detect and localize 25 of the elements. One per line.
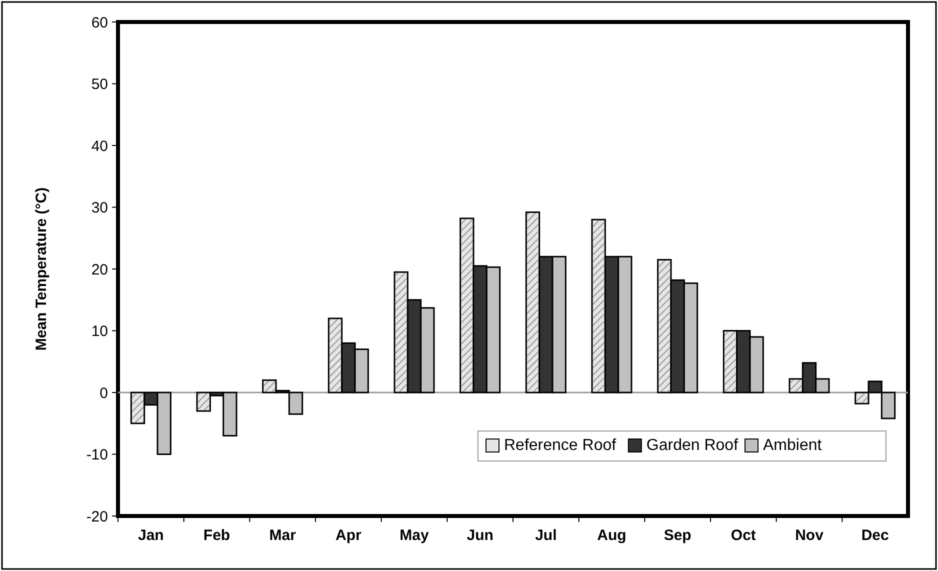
x-tick-label: Jan (138, 527, 164, 544)
y-tick-label: 60 (91, 14, 108, 32)
x-tick-label: Nov (795, 527, 824, 544)
x-tick-label: Dec (861, 527, 889, 544)
y-tick-label: 10 (91, 323, 108, 340)
y-axis-title: Mean Temperature (°C) (33, 187, 50, 351)
legend-label: Garden Roof (646, 437, 739, 454)
x-tick-label: May (400, 527, 430, 544)
x-tick-label: Jul (535, 527, 557, 544)
y-tick-label: 50 (91, 76, 108, 93)
legend-label: Ambient (763, 437, 822, 454)
y-tick-label: 40 (91, 138, 108, 155)
x-tick-label: Jun (466, 527, 494, 544)
y-tick-label: -20 (86, 508, 108, 526)
y-tick-label: -10 (86, 446, 108, 464)
x-tick-label: Mar (269, 527, 296, 544)
y-tick-label: 20 (91, 261, 108, 278)
x-tick-label: Apr (335, 527, 362, 544)
legend-label: Reference Roof (504, 437, 617, 454)
x-tick-label: Feb (203, 527, 230, 544)
x-tick-label: Aug (597, 527, 626, 544)
x-tick-label: Sep (664, 527, 692, 544)
x-tick-label: Oct (730, 527, 756, 544)
y-tick-label: 0 (100, 384, 108, 402)
y-tick-label: 30 (91, 200, 108, 216)
